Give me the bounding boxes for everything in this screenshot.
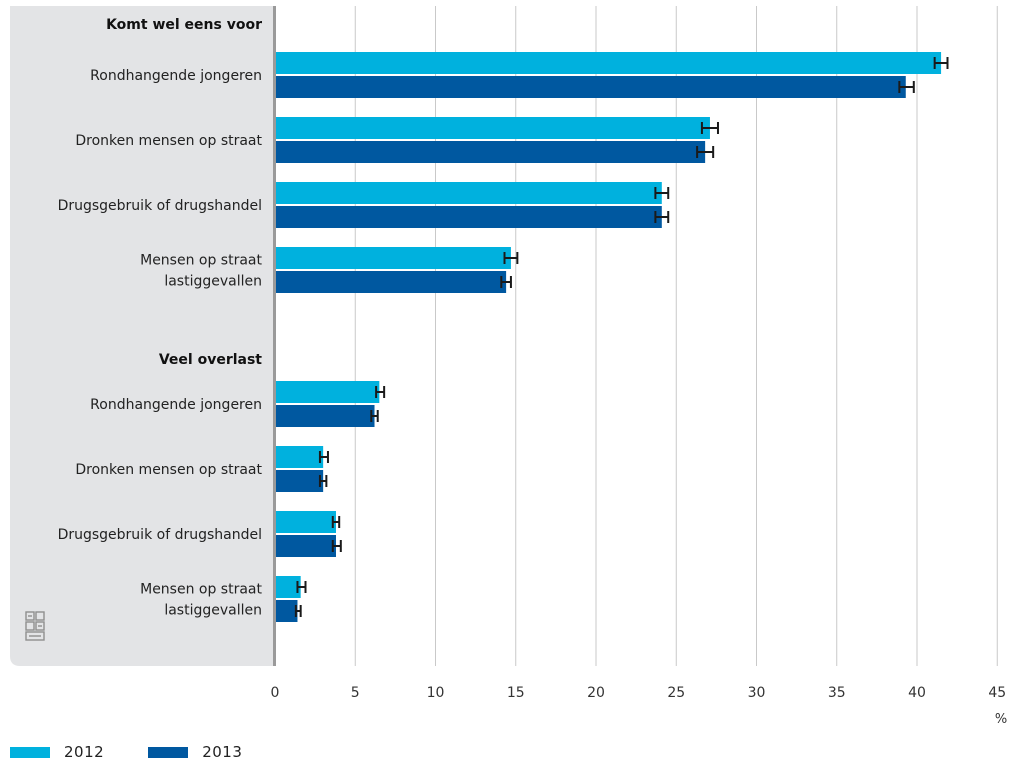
category-label: lastiggevallen: [164, 603, 262, 619]
bar-2013: [275, 76, 906, 98]
x-tick-label: 20: [587, 685, 605, 701]
x-tick-label: 30: [748, 685, 766, 701]
bar-2013: [275, 206, 662, 228]
bars: [275, 52, 942, 622]
x-tick-label: 5: [351, 685, 360, 701]
bar-2012: [275, 117, 710, 139]
bar-2012: [275, 446, 324, 468]
bar-2012: [275, 247, 511, 269]
group-heading: Veel overlast: [159, 352, 262, 368]
bar-2013: [275, 600, 298, 622]
x-tick-label: 10: [427, 685, 445, 701]
category-label: Rondhangende jongeren: [90, 68, 262, 84]
cbs-logo-icon: [25, 611, 45, 641]
category-label: Dronken mensen op straat: [75, 133, 262, 149]
x-axis-unit: %: [995, 712, 1007, 727]
legend-label-2012: 2012: [64, 743, 105, 761]
bar-2013: [275, 470, 324, 492]
category-label: Rondhangende jongeren: [90, 397, 262, 413]
legend-item-2013: 2013: [148, 743, 242, 761]
category-label: Drugsgebruik of drugshandel: [58, 198, 262, 214]
category-label: lastiggevallen: [164, 274, 262, 290]
x-tick-label: 35: [828, 685, 846, 701]
x-tick-label: 0: [271, 685, 280, 701]
x-tick-label: 45: [988, 685, 1006, 701]
bar-2013: [275, 405, 375, 427]
bar-2012: [275, 52, 942, 74]
legend-item-2012: 2012: [10, 743, 104, 761]
error-bars: [294, 57, 949, 617]
legend-swatch-2012: [10, 746, 50, 758]
category-label: Drugsgebruik of drugshandel: [58, 527, 262, 543]
bar-2012: [275, 381, 380, 403]
category-labels: Komt wel eens voor Rondhangende jongeren D…: [58, 17, 263, 619]
legend: 2012 2013: [10, 742, 286, 762]
bar-2013: [275, 271, 507, 293]
category-label: Mensen op straat: [140, 253, 262, 269]
category-label: Dronken mensen op straat: [75, 462, 262, 478]
legend-label-2013: 2013: [202, 743, 243, 761]
bar-2012: [275, 576, 301, 598]
legend-swatch-2013: [148, 746, 189, 758]
x-tick-labels: 0 5 10 15 20 25 30 35 40 45: [271, 685, 1007, 701]
bar-2013: [275, 535, 336, 557]
bar-2013: [275, 141, 706, 163]
x-tick-label: 15: [507, 685, 525, 701]
x-tick-label: 40: [908, 685, 926, 701]
bar-2012: [275, 182, 662, 204]
x-tick-label: 25: [667, 685, 685, 701]
gridlines: [354, 6, 998, 666]
group-heading: Komt wel eens voor: [106, 17, 262, 33]
label-panel: [10, 6, 273, 666]
category-label: Mensen op straat: [140, 582, 262, 598]
bar-2012: [275, 511, 336, 533]
